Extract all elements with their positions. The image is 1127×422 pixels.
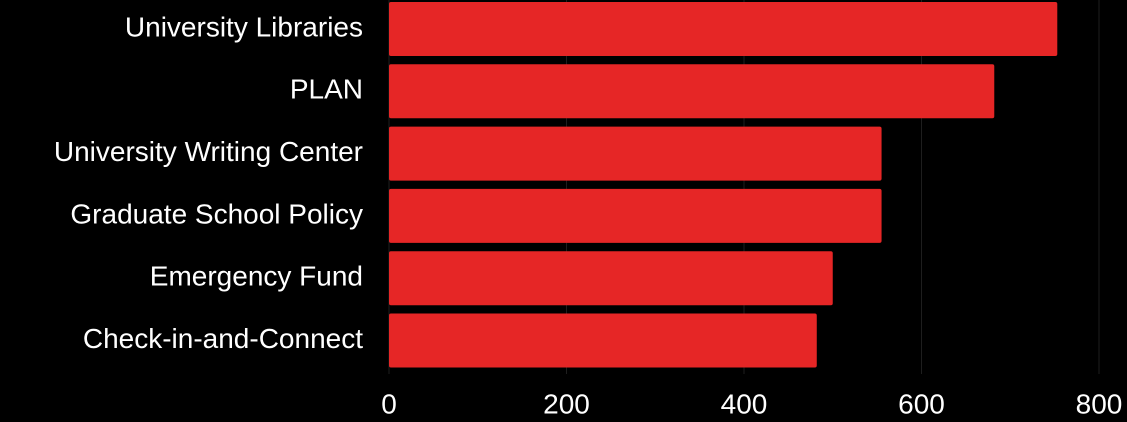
bar-3 (389, 188, 882, 243)
bar-5 (389, 313, 817, 368)
category-label-5: Check-in-and-Connect (83, 323, 363, 354)
category-labels: University Libraries PLAN University Writi… (54, 11, 363, 354)
bars (389, 2, 1058, 368)
x-tick-label-3: 600 (898, 388, 945, 417)
x-tick-label-1: 200 (543, 388, 590, 417)
x-tick-label-0: 0 (381, 388, 397, 417)
category-label-2: University Writing Center (54, 136, 363, 167)
grid-lines (388, 0, 1100, 374)
category-label-3: Graduate School Policy (70, 198, 363, 229)
x-tick-label-2: 400 (721, 388, 768, 417)
category-label-0: University Libraries (125, 11, 363, 42)
x-axis-tick-labels: 0 200 400 600 800 (381, 388, 1123, 419)
category-label-1: PLAN (290, 74, 363, 105)
category-label-4: Emergency Fund (150, 261, 363, 292)
bar-4 (389, 251, 833, 306)
x-tick-label-4: 800 (1076, 388, 1123, 417)
bar-1 (389, 64, 995, 119)
bar-2 (389, 126, 882, 181)
bar-0 (389, 2, 1058, 56)
